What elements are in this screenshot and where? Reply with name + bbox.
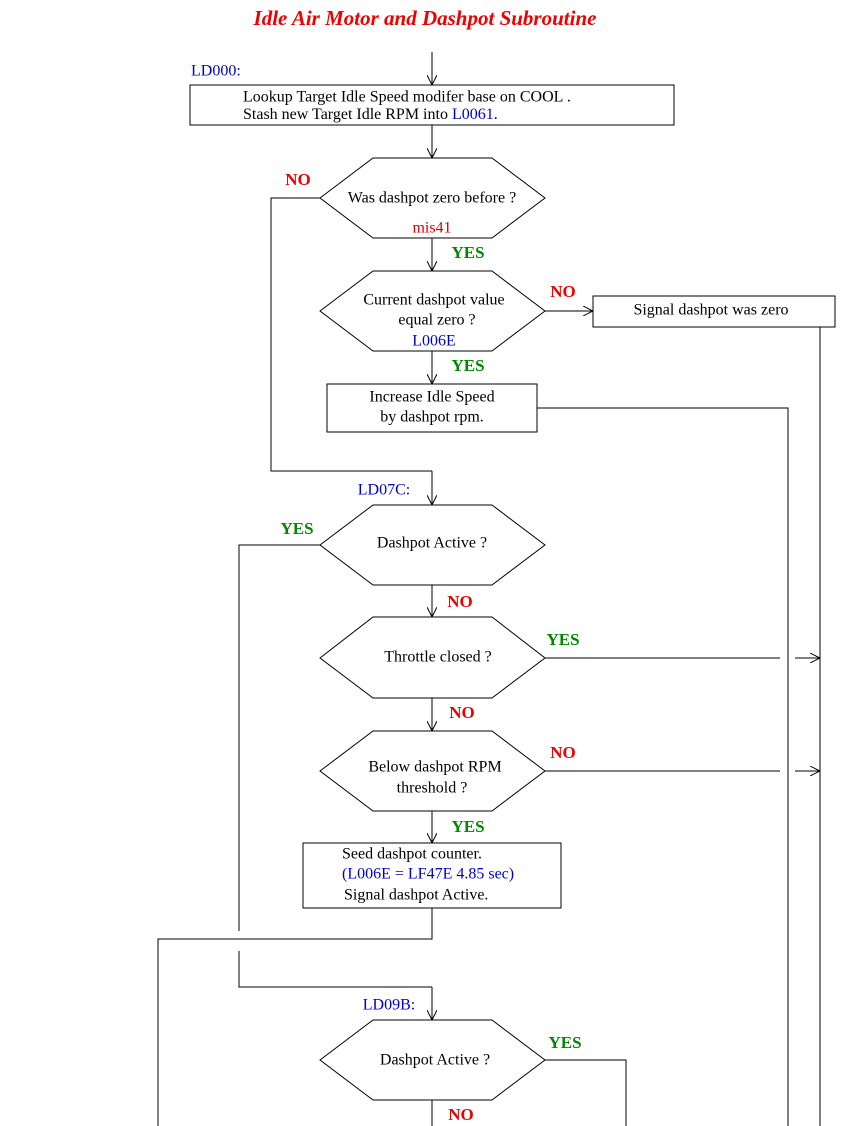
entry-label: LD09B: <box>363 997 415 1014</box>
branch-label: NO <box>448 1105 474 1124</box>
branch-label: YES <box>546 630 579 649</box>
decision-text: Dashpot Active ? <box>380 1052 490 1069</box>
title: Idle Air Motor and Dashpot Subroutine <box>253 6 597 30</box>
box-text: Increase Idle Speed <box>369 389 494 406</box>
connector <box>238 951 432 988</box>
branch-label: NO <box>550 743 576 762</box>
connector <box>157 908 433 1126</box>
branch-label: YES <box>548 1033 581 1052</box>
decision <box>319 504 546 586</box>
decision-text: Was dashpot zero before ? <box>348 190 516 207</box>
decision-text: Throttle closed ? <box>384 649 492 666</box>
branch-label: NO <box>447 592 473 611</box>
connector <box>270 197 432 472</box>
box-text: Stash new Target Idle RPM into <box>243 106 448 123</box>
branch-label: YES <box>451 817 484 836</box>
entry-label: LD000: <box>191 63 241 80</box>
connector <box>545 1059 627 1126</box>
ref-text: L006E <box>412 333 456 350</box>
connector <box>537 407 789 1126</box>
branch-label: YES <box>280 519 313 538</box>
process-box <box>592 295 836 328</box>
ref-text: mis41 <box>412 220 451 237</box>
branch-label: NO <box>550 282 576 301</box>
branch-label: YES <box>451 243 484 262</box>
box-text: by dashpot rpm. <box>380 409 484 426</box>
decision-text: Dashpot Active ? <box>377 535 487 552</box>
box-text: Lookup Target Idle Speed modifer base on… <box>243 89 571 106</box>
decision-text: threshold ? <box>397 780 468 797</box>
connector <box>238 544 320 931</box>
box-text: Stash new Target Idle RPM into L0061. <box>243 106 498 123</box>
decision-text: equal zero ? <box>398 312 475 329</box>
box-text: Signal dashpot Active. <box>344 887 488 904</box>
branch-label: YES <box>451 356 484 375</box>
box-text: . <box>494 106 498 123</box>
box-text: Seed dashpot counter. <box>342 846 482 863</box>
ref-text: L0061 <box>452 106 494 123</box>
entry-label: LD07C: <box>358 482 410 499</box>
branch-label: NO <box>285 170 311 189</box>
decision <box>319 157 546 239</box>
decision-text: Below dashpot RPM <box>368 759 501 776</box>
box-text: (L006E = LF47E 4.85 sec) <box>342 866 514 883</box>
decision-text: Current dashpot value <box>363 292 504 309</box>
branch-label: NO <box>449 703 475 722</box>
box-text: Signal dashpot was zero <box>633 302 788 319</box>
